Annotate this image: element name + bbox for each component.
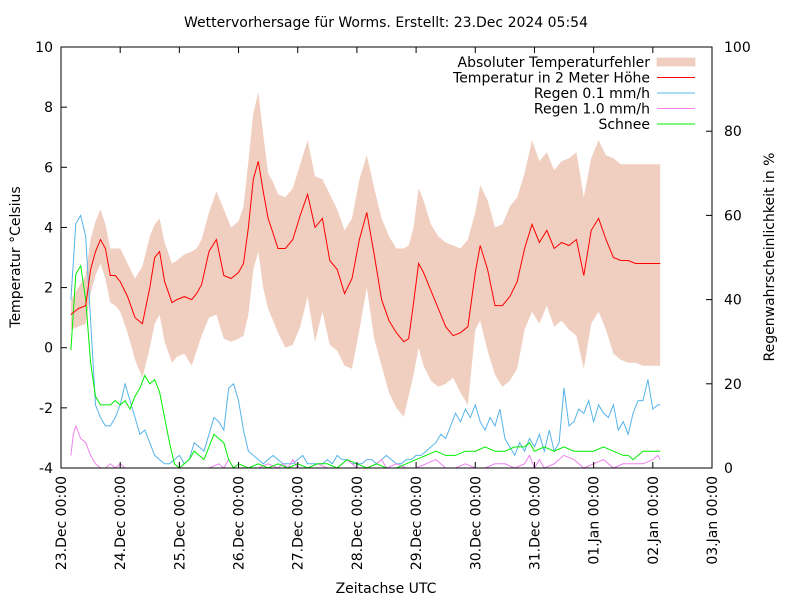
- x-tick-label: 24.Dec 00:00: [113, 476, 129, 570]
- x-axis-title: Zeitachse UTC: [336, 581, 437, 597]
- rain-0-1-line: [70, 214, 661, 465]
- y2-tick-label: 60: [724, 208, 742, 224]
- x-tick-label: 02.Jan 00:00: [646, 476, 662, 565]
- x-tick-label: 25.Dec 00:00: [172, 476, 188, 570]
- y-tick-label: 4: [44, 220, 53, 236]
- x-tick-label: 30.Dec 00:00: [468, 476, 484, 570]
- legend-swatch-band: [656, 57, 696, 67]
- legend-label: Temperatur in 2 Meter Höhe: [452, 71, 650, 87]
- legend-label: Regen 0.1 mm/h: [534, 86, 650, 102]
- y-axis-right: 100 80 60 40 20 0: [706, 40, 751, 477]
- y-tick-label: 2: [44, 281, 53, 297]
- y-tick-label: -4: [39, 461, 53, 477]
- y-tick-label: 6: [44, 160, 53, 176]
- x-axis: 23.Dec 00:00 24.Dec 00:00 25.Dec 00:00 26.D…: [54, 47, 721, 570]
- y2-tick-label: 0: [724, 461, 733, 477]
- y2-tick-label: 40: [724, 293, 742, 309]
- legend-label: Regen 1.0 mm/h: [534, 102, 650, 118]
- temperature-error-band: [70, 92, 661, 417]
- chart-title: Wettervorhersage für Worms. Erstellt: 23…: [184, 15, 588, 31]
- plot-frame: [60, 46, 713, 469]
- y-tick-label: 8: [44, 100, 53, 116]
- rain-1-0-line: [70, 424, 661, 470]
- y2-axis-title: Regenwahrscheinlichkeit in %: [762, 153, 778, 362]
- x-tick-label: 28.Dec 00:00: [350, 476, 366, 570]
- y-axis-title: Temperatur °Celsius: [8, 186, 24, 328]
- temperature-line: [70, 161, 661, 343]
- y2-tick-label: 20: [724, 377, 742, 393]
- x-tick-label: 23.Dec 00:00: [54, 476, 70, 570]
- y-tick-label: -2: [39, 401, 53, 417]
- y-axis-left: 10 8 6 4 2 0 -2 -4: [35, 40, 67, 477]
- x-tick-label: 03.Jan 00:00: [705, 476, 721, 565]
- x-tick-label: 29.Dec 00:00: [409, 476, 425, 570]
- legend-label: Schnee: [598, 117, 650, 133]
- legend-label: Absoluter Temperaturfehler: [458, 55, 651, 71]
- y-tick-label: 10: [35, 40, 53, 56]
- x-tick-label: 01.Jan 00:00: [587, 476, 603, 565]
- y2-tick-label: 80: [724, 124, 742, 140]
- y-tick-label: 0: [44, 341, 53, 357]
- x-tick-label: 26.Dec 00:00: [232, 476, 248, 570]
- x-tick-label: 27.Dec 00:00: [291, 476, 307, 570]
- error-band-layer: [70, 92, 661, 417]
- x-tick-label: 31.Dec 00:00: [527, 476, 543, 570]
- y2-tick-label: 100: [724, 40, 751, 56]
